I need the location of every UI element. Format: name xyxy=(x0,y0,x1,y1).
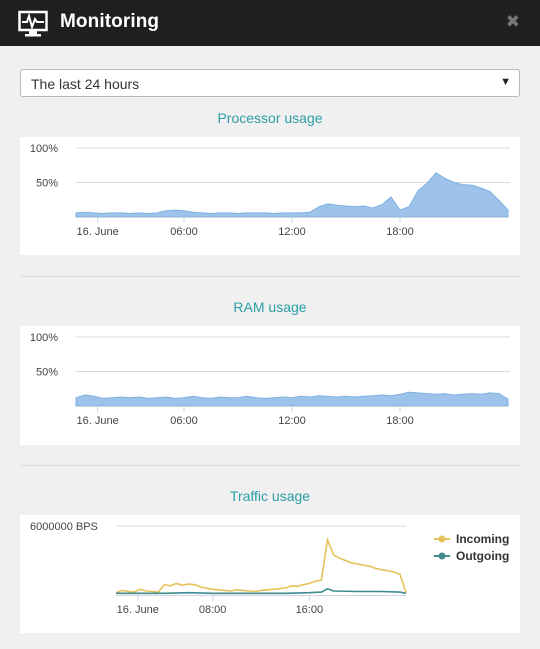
y-tick-label: 6000000 BPS xyxy=(30,521,98,533)
ram-chart-title: RAM usage xyxy=(233,299,307,315)
area-series xyxy=(75,172,509,218)
chevron-down-icon: ▼ xyxy=(500,76,511,88)
time-range-select[interactable]: The last 24 hours ▼ xyxy=(20,69,520,97)
monitor-pulse-icon xyxy=(18,10,48,37)
processor-usage-chart: 100% 50% 16. June 06:00 12:00 18:00 xyxy=(30,143,510,238)
y-tick-label: 100% xyxy=(30,332,58,344)
time-range-value: The last 24 hours xyxy=(31,76,140,92)
x-tick-label: 08:00 xyxy=(199,604,227,616)
processor-chart-panel: 100% 50% 16. June 06:00 12:00 18:00 xyxy=(20,137,520,255)
window-title: Monitoring xyxy=(60,11,160,32)
legend-marker xyxy=(438,552,446,560)
series-line-incoming xyxy=(115,536,407,594)
x-tick-label: 12:00 xyxy=(278,226,306,238)
y-tick-label: 50% xyxy=(36,367,58,379)
legend-label-incoming: Incoming xyxy=(456,532,509,546)
close-icon[interactable]: ✖ xyxy=(505,12,520,31)
traffic-usage-chart: 6000000 BPS 16. June 08:00 16:00 Incoming Out… xyxy=(30,521,509,616)
x-tick-label: 16:00 xyxy=(296,604,324,616)
y-tick-label: 100% xyxy=(30,143,58,155)
section-divider xyxy=(20,276,520,277)
traffic-chart-title: Traffic usage xyxy=(229,488,311,504)
window-titlebar: Monitoring ✖ xyxy=(0,0,540,46)
legend-label-outgoing: Outgoing xyxy=(456,549,509,563)
legend-marker xyxy=(438,535,446,543)
ram-chart-panel: 100% 50% 16. June 06:00 12:00 18:00 xyxy=(20,326,520,445)
x-tick-label: 18:00 xyxy=(386,415,414,427)
x-tick-label: 16. June xyxy=(117,604,159,616)
ram-usage-chart: 100% 50% 16. June 06:00 12:00 18:00 xyxy=(30,332,510,427)
x-tick-label: 16. June xyxy=(76,226,118,238)
x-tick-label: 06:00 xyxy=(170,415,198,427)
section-divider xyxy=(20,465,520,466)
x-tick-label: 18:00 xyxy=(386,226,414,238)
x-tick-label: 06:00 xyxy=(170,226,198,238)
x-tick-label: 12:00 xyxy=(278,415,306,427)
x-tick-label: 16. June xyxy=(76,415,118,427)
traffic-chart-panel: 6000000 BPS 16. June 08:00 16:00 Incoming Out… xyxy=(20,515,520,633)
area-series xyxy=(75,391,509,407)
y-tick-label: 50% xyxy=(36,178,58,190)
processor-chart-title: Processor usage xyxy=(217,110,323,126)
series-line-outgoing xyxy=(116,587,407,595)
